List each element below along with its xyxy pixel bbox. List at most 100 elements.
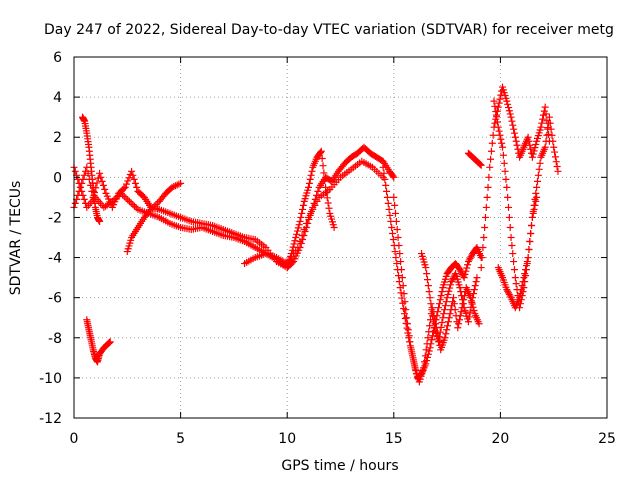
data-point bbox=[426, 344, 434, 352]
data-point bbox=[510, 125, 518, 133]
data-point bbox=[175, 180, 183, 188]
data-point bbox=[530, 205, 538, 213]
data-point bbox=[305, 179, 313, 187]
data-point bbox=[442, 330, 450, 338]
data-point bbox=[511, 274, 519, 282]
data-point bbox=[507, 234, 515, 241]
series-group bbox=[464, 149, 485, 169]
data-point bbox=[383, 187, 391, 195]
data-point bbox=[80, 171, 88, 179]
data-point bbox=[486, 163, 494, 171]
data-point bbox=[496, 131, 504, 139]
data-point bbox=[509, 121, 517, 129]
data-point bbox=[512, 280, 520, 288]
data-point bbox=[125, 197, 133, 205]
series-group bbox=[70, 157, 387, 268]
data-point bbox=[424, 334, 432, 342]
data-point bbox=[552, 158, 560, 166]
data-point bbox=[294, 224, 302, 232]
data-point bbox=[464, 258, 472, 266]
data-point bbox=[299, 201, 307, 209]
data-point bbox=[120, 193, 128, 201]
data-point bbox=[475, 320, 483, 328]
data-point bbox=[305, 183, 313, 191]
data-point bbox=[391, 248, 399, 256]
data-point bbox=[307, 171, 315, 179]
data-point bbox=[524, 133, 532, 141]
data-point bbox=[400, 310, 408, 318]
data-point bbox=[484, 183, 492, 191]
data-point bbox=[536, 159, 544, 167]
data-point bbox=[511, 133, 519, 141]
data-point bbox=[403, 314, 411, 322]
data-point bbox=[487, 155, 495, 163]
data-point bbox=[292, 234, 300, 241]
data-point bbox=[106, 338, 114, 346]
data-point bbox=[494, 103, 502, 111]
data-point bbox=[542, 137, 550, 145]
data-point bbox=[422, 264, 430, 272]
data-point bbox=[529, 150, 537, 158]
data-point bbox=[396, 250, 404, 258]
data-point bbox=[551, 148, 559, 156]
data-point bbox=[520, 274, 528, 282]
series-group bbox=[79, 113, 104, 225]
data-point bbox=[330, 223, 338, 231]
series-group bbox=[390, 193, 483, 386]
data-point bbox=[124, 177, 132, 185]
data-point bbox=[505, 213, 513, 221]
data-point bbox=[444, 318, 452, 326]
data-point bbox=[125, 174, 133, 182]
data-point bbox=[527, 229, 535, 237]
data-point bbox=[403, 320, 411, 328]
data-point bbox=[467, 253, 475, 261]
data-point bbox=[101, 185, 109, 193]
data-point bbox=[533, 183, 541, 191]
data-point bbox=[464, 318, 472, 326]
data-point bbox=[471, 282, 479, 290]
data-point bbox=[516, 290, 524, 298]
data-point bbox=[521, 270, 529, 278]
data-point bbox=[528, 221, 536, 229]
y-axis-label: SDTVAR / TECUs bbox=[8, 181, 24, 296]
data-point bbox=[533, 177, 541, 185]
data-point bbox=[510, 129, 518, 137]
data-point bbox=[498, 139, 506, 147]
data-point bbox=[470, 307, 478, 315]
data-point bbox=[488, 139, 496, 147]
data-point bbox=[439, 314, 447, 322]
data-point bbox=[407, 344, 415, 352]
data-point bbox=[122, 194, 130, 202]
data-point bbox=[459, 300, 467, 308]
data-point bbox=[504, 193, 512, 201]
data-point bbox=[122, 180, 130, 188]
data-point bbox=[470, 286, 478, 294]
data-point bbox=[505, 203, 513, 211]
data-point bbox=[446, 284, 454, 292]
data-point bbox=[505, 290, 513, 298]
data-point bbox=[527, 145, 535, 153]
data-point bbox=[508, 117, 516, 125]
x-tick-label: 0 bbox=[70, 431, 79, 447]
plot-frame bbox=[73, 56, 608, 419]
data-point bbox=[427, 300, 435, 308]
data-point bbox=[549, 137, 557, 145]
data-point bbox=[300, 225, 308, 233]
data-point bbox=[129, 171, 137, 179]
data-point bbox=[423, 270, 431, 278]
data-point bbox=[441, 306, 449, 314]
data-point bbox=[429, 312, 437, 320]
data-point bbox=[440, 310, 448, 318]
data-point bbox=[131, 179, 139, 187]
data-point bbox=[154, 199, 162, 207]
data-point bbox=[535, 165, 543, 173]
data-point bbox=[435, 300, 443, 308]
data-point bbox=[437, 292, 445, 300]
data-point bbox=[113, 193, 121, 201]
data-point bbox=[446, 310, 454, 318]
data-point bbox=[71, 167, 79, 175]
data-point bbox=[481, 213, 489, 221]
data-point bbox=[389, 229, 397, 237]
data-point bbox=[461, 270, 469, 278]
